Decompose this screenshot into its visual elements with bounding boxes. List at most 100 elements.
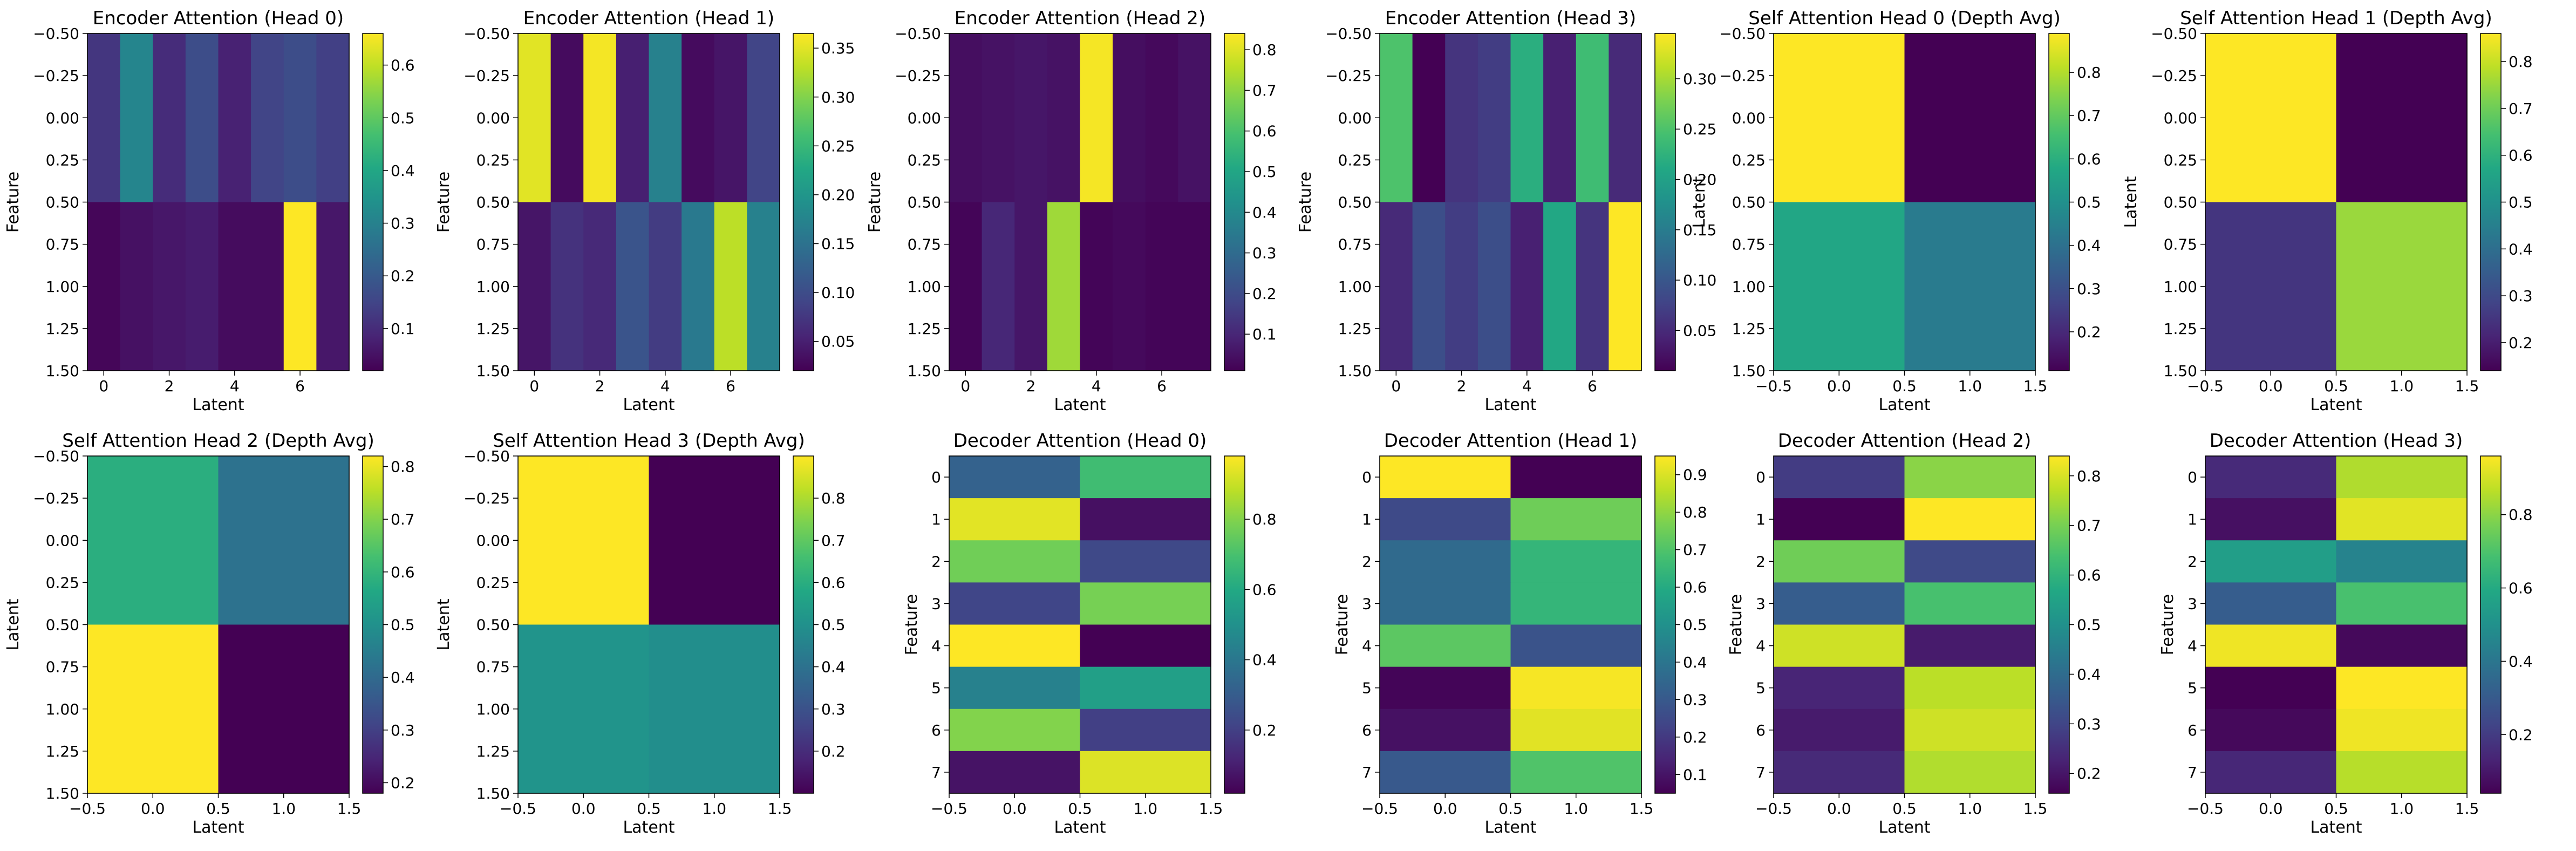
heatmap-cell bbox=[1774, 751, 1905, 794]
heatmap-cell bbox=[1576, 202, 1609, 371]
x-tick-label: 1.0 bbox=[1958, 377, 1982, 395]
colorbar-tick-label: 0.3 bbox=[2509, 287, 2533, 305]
colorbar bbox=[1654, 33, 1676, 371]
heatmap-cell bbox=[2205, 498, 2337, 541]
y-tick-label: 7 bbox=[1362, 764, 1372, 781]
y-tick-label: 1.00 bbox=[46, 278, 79, 296]
y-tick-label: 0.50 bbox=[476, 616, 510, 634]
x-tick-label: 0.0 bbox=[1433, 800, 1457, 818]
colorbar-tick-label: 0.6 bbox=[2077, 150, 2101, 168]
y-tick-label: 0.75 bbox=[476, 658, 510, 676]
heatmap-cell bbox=[949, 751, 1081, 794]
y-tick-label: 0.00 bbox=[476, 109, 510, 127]
heatmap-cell bbox=[949, 33, 983, 203]
x-axis-label: Latent bbox=[1484, 818, 1536, 837]
heatmap-cell bbox=[1510, 498, 1642, 541]
colorbar-tick-label: 0.4 bbox=[391, 162, 415, 180]
y-tick-label: 0 bbox=[1362, 468, 1372, 486]
heatmap-panel-1: 0 2 4 6 −0.50 −0.25 0.00 0.25 0.50 0.75 1.00 1.25 1.… bbox=[4, 8, 415, 414]
colorbar-tick-label: 0.4 bbox=[2509, 652, 2533, 670]
heatmap-cell bbox=[2205, 582, 2337, 625]
y-tick-label: 0.50 bbox=[46, 616, 79, 634]
heatmap-cell bbox=[1380, 709, 1511, 752]
y-tick-label: 1.50 bbox=[46, 362, 79, 380]
heatmap-cell bbox=[218, 33, 251, 203]
heatmap-panel-9: −0.5 0.0 0.5 1.0 1.5 0 1 2 3 4 5 6 7 Decoder Attentio… bbox=[902, 430, 1277, 837]
x-tick-label: 1.5 bbox=[2455, 377, 2479, 395]
chart-title: Self Attention Head 3 (Depth Avg) bbox=[493, 430, 805, 452]
chart-title: Decoder Attention (Head 3) bbox=[2210, 430, 2463, 452]
heatmap-cell bbox=[120, 202, 153, 371]
y-tick-label: 5 bbox=[1756, 679, 1766, 697]
y-tick-label: 1.25 bbox=[46, 320, 79, 338]
colorbar-tick-label: 0.5 bbox=[391, 109, 415, 127]
x-axis-label: Latent bbox=[192, 396, 244, 414]
y-tick-label: 7 bbox=[1756, 764, 1766, 781]
heatmap-cell bbox=[1080, 202, 1113, 371]
y-tick-label: 0.25 bbox=[908, 151, 941, 169]
heatmap-cell bbox=[1774, 666, 1905, 710]
heatmap-cell bbox=[87, 624, 219, 794]
heatmap-cell bbox=[218, 456, 350, 625]
heatmap-panel-5: −0.5 0.0 0.5 1.0 1.5 −0.50 −0.25 0.00 0.25 0.50 0.… bbox=[1690, 8, 2101, 414]
colorbar-tick-label: 0.7 bbox=[2077, 517, 2101, 535]
y-tick-label: 0.00 bbox=[476, 532, 510, 549]
colorbar-tick-label: 0.6 bbox=[2509, 580, 2533, 597]
y-tick-label: 0.50 bbox=[46, 194, 79, 212]
y-tick-label: 1.50 bbox=[46, 785, 79, 802]
y-tick-label: 0.00 bbox=[2164, 109, 2197, 127]
x-tick-label: 0 bbox=[960, 377, 970, 395]
y-tick-label: −0.25 bbox=[2151, 67, 2197, 85]
heatmap-cell bbox=[949, 624, 1081, 668]
heatmap-cell bbox=[616, 202, 650, 371]
y-tick-label: 0.25 bbox=[476, 151, 510, 169]
colorbar-tick-label: 0.7 bbox=[2509, 100, 2533, 118]
heatmap-cell bbox=[982, 202, 1015, 371]
y-axis-label: Feature bbox=[866, 172, 884, 233]
x-tick-label: 1.5 bbox=[2023, 800, 2048, 818]
heatmap-cell bbox=[1510, 582, 1642, 625]
x-tick-label: 2 bbox=[595, 377, 605, 395]
colorbar-tick-label: 0.2 bbox=[1252, 721, 1277, 739]
y-tick-label: 2 bbox=[2187, 553, 2197, 570]
x-tick-label: 1.0 bbox=[702, 800, 726, 818]
x-tick-label: 0.5 bbox=[637, 800, 661, 818]
x-tick-label: −0.5 bbox=[500, 800, 536, 818]
heatmap-cell bbox=[1576, 33, 1609, 203]
colorbar bbox=[2048, 33, 2070, 371]
heatmap-cell bbox=[1380, 582, 1511, 625]
chart-title: Decoder Attention (Head 2) bbox=[1778, 430, 2031, 452]
heatmap-cell bbox=[283, 202, 317, 371]
y-tick-label: 1.00 bbox=[908, 278, 941, 296]
heatmap-cell bbox=[2205, 751, 2337, 794]
x-tick-label: 2 bbox=[1457, 377, 1467, 395]
y-tick-label: 4 bbox=[1756, 637, 1766, 655]
heatmap-cell bbox=[1774, 33, 1905, 203]
colorbar-tick-label: 0.7 bbox=[391, 510, 415, 528]
heatmap-cell bbox=[2336, 540, 2468, 583]
colorbar-tick-label: 0.7 bbox=[1683, 541, 1707, 559]
heatmap-cell bbox=[1904, 624, 2036, 668]
colorbar-tick-label: 0.4 bbox=[1252, 651, 1277, 669]
colorbar-tick-label: 0.9 bbox=[1683, 466, 1707, 484]
y-tick-label: 4 bbox=[931, 637, 941, 655]
colorbar-tick-label: 0.25 bbox=[1683, 120, 1716, 138]
heatmap-cell bbox=[1380, 498, 1511, 541]
y-tick-label: 0.50 bbox=[476, 194, 510, 212]
heatmap-cell bbox=[185, 33, 219, 203]
y-tick-label: −0.50 bbox=[33, 25, 79, 43]
heatmap-cell bbox=[616, 33, 650, 203]
heatmap-cell bbox=[1510, 33, 1544, 203]
heatmap-cell bbox=[1080, 666, 1211, 710]
heatmap-cell bbox=[1904, 498, 2036, 541]
colorbar-tick-label: 0.3 bbox=[1252, 244, 1277, 262]
colorbar-tick-label: 0.5 bbox=[2509, 194, 2533, 212]
chart-title: Encoder Attention (Head 0) bbox=[93, 8, 344, 29]
colorbar-tick-label: 0.30 bbox=[821, 88, 855, 106]
heatmap-cell bbox=[1080, 751, 1211, 794]
chart-title: Self Attention Head 1 (Depth Avg) bbox=[2180, 8, 2492, 29]
colorbar-tick-label: 0.1 bbox=[391, 320, 415, 338]
y-tick-label: −0.50 bbox=[1325, 25, 1372, 43]
x-tick-label: 6 bbox=[1587, 377, 1597, 395]
